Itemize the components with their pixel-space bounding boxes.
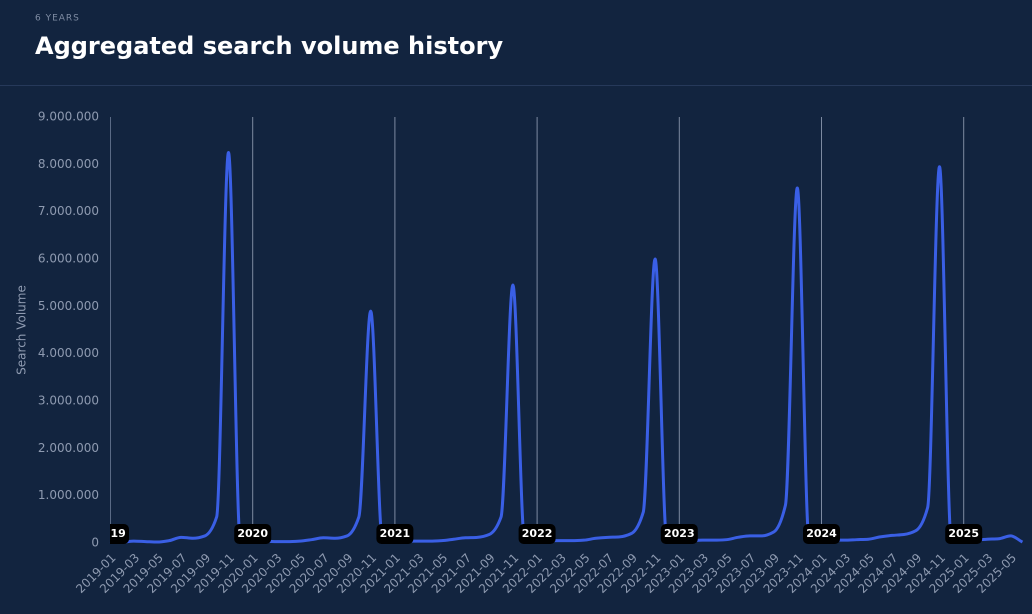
- year-badge: [518, 524, 556, 544]
- year-label: 2022: [522, 527, 553, 540]
- y-tick-label: 7.000.000: [38, 204, 99, 218]
- year-label: 2024: [806, 527, 837, 540]
- y-axis-label: Search Volume: [15, 285, 29, 375]
- y-tick-label: 1.000.000: [38, 488, 99, 502]
- y-tick-label: 4.000.000: [38, 346, 99, 360]
- year-label: 2020: [237, 527, 268, 540]
- y-tick-label: 9.000.000: [38, 110, 99, 124]
- year-badge: [110, 524, 129, 544]
- y-tick-label: 2.000.000: [38, 441, 99, 455]
- y-tick-label: 5.000.000: [38, 299, 99, 313]
- subtitle: 6 YEARS: [35, 14, 80, 24]
- y-tick-label: 8.000.000: [38, 157, 99, 171]
- year-badge: [234, 524, 272, 544]
- year-badge: [803, 524, 840, 544]
- y-tick-label: 6.000.000: [38, 252, 99, 266]
- year-label: 2025: [948, 527, 979, 540]
- year-badge: [945, 524, 983, 544]
- year-label: 2019: [95, 527, 126, 540]
- year-label: 2021: [380, 527, 411, 540]
- chart-title: Aggregated search volume history: [35, 32, 503, 60]
- year-badges: 2019 2020 2021 2022 2023 2024 2025: [95, 524, 983, 544]
- year-badge: [660, 524, 698, 544]
- y-tick-label: 3.000.000: [38, 394, 99, 408]
- year-badge: [376, 524, 414, 544]
- year-label: 2023: [664, 527, 695, 540]
- y-tick-label: 0: [91, 536, 99, 550]
